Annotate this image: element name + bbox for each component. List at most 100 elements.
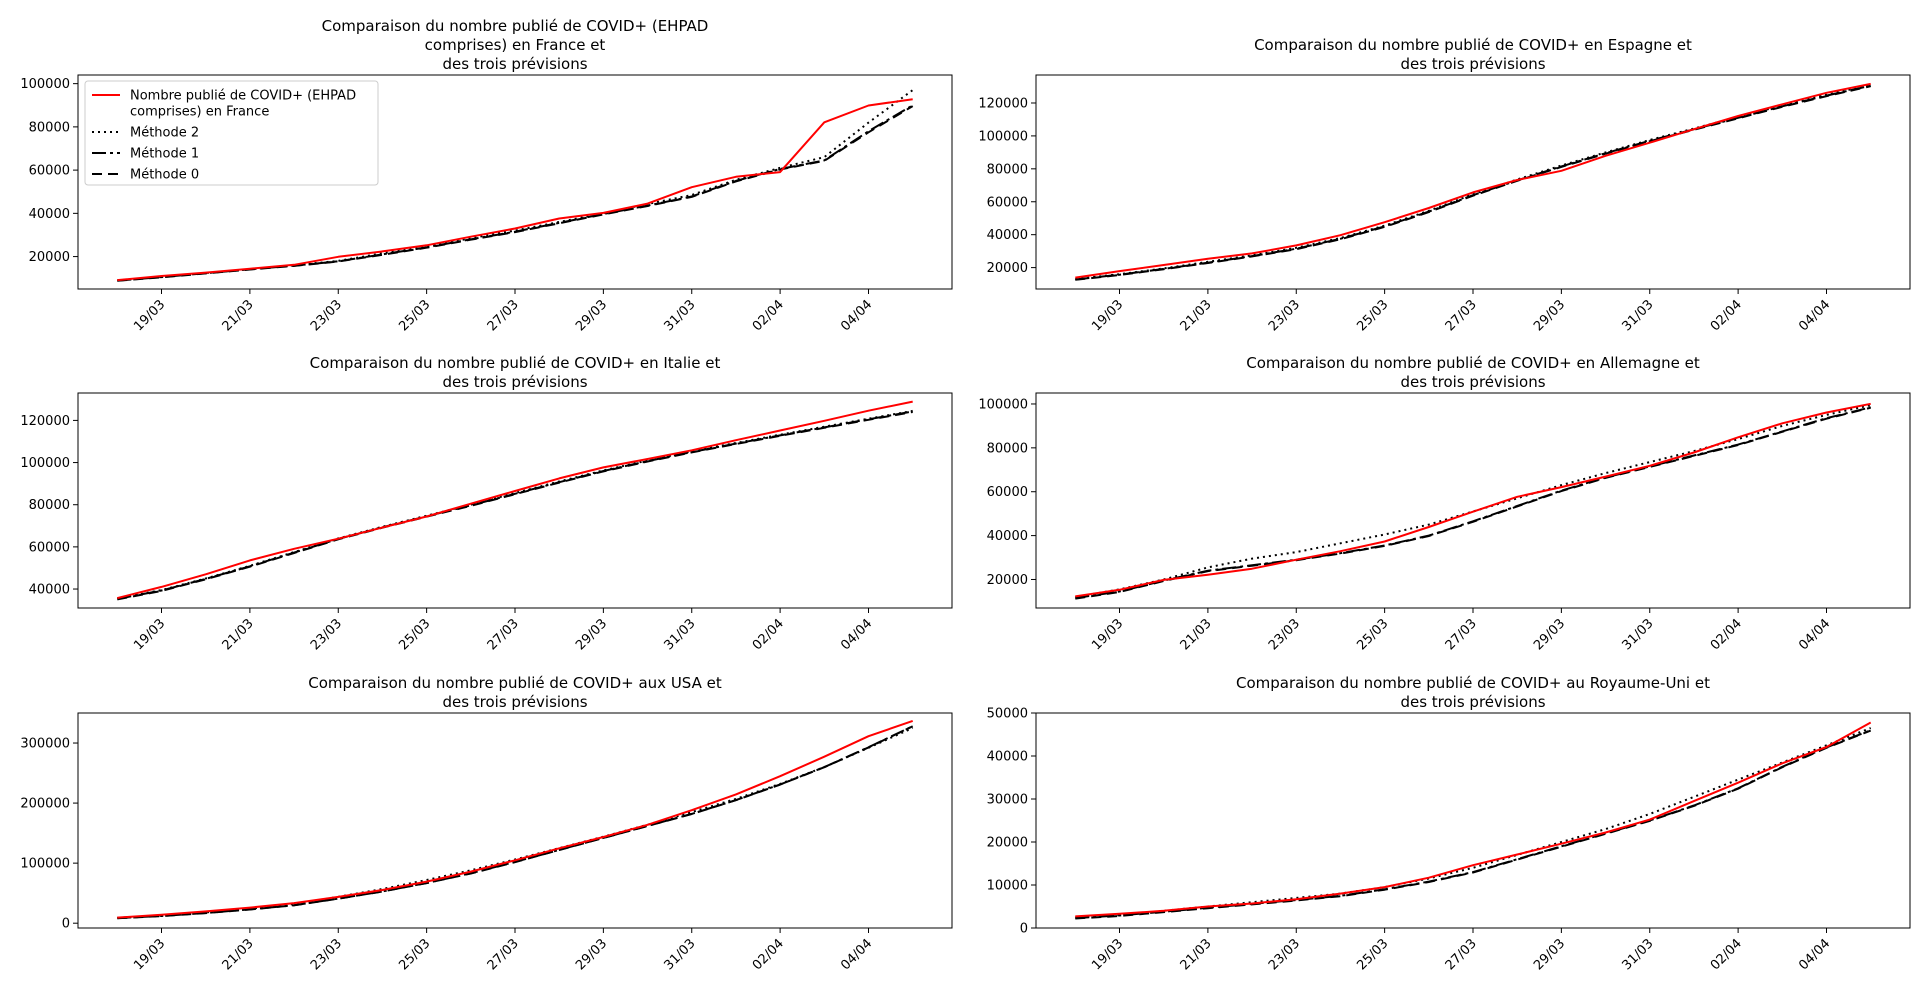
x-tick-label: 02/04 — [750, 936, 787, 973]
x-tick-label: 19/03 — [1089, 616, 1126, 653]
x-tick-label: 21/03 — [220, 936, 257, 973]
x-tick-label: 04/04 — [1796, 616, 1833, 653]
x-tick-label: 04/04 — [1796, 936, 1833, 973]
x-tick-label: 27/03 — [1443, 616, 1480, 653]
x-tick-label: 29/03 — [1531, 936, 1568, 973]
axes-frame — [77, 712, 953, 929]
y-tick-label: 80000 — [29, 498, 70, 513]
y-tick-label: 60000 — [29, 540, 70, 555]
x-tick-label: 31/03 — [661, 616, 698, 653]
series-line-m0 — [1075, 729, 1872, 920]
y-tick-label: 60000 — [987, 485, 1028, 500]
y-tick-label: 80000 — [29, 120, 70, 135]
x-tick-label: 19/03 — [131, 297, 168, 334]
legend: Nombre publié de COVID+ (EHPAD comprises)… — [84, 80, 379, 186]
series-line-m1 — [1075, 84, 1871, 281]
y-tick-label: 0 — [62, 917, 70, 932]
x-tick-label: 29/03 — [573, 297, 610, 334]
y-tick-label: 100000 — [20, 857, 70, 872]
x-tick-label: 02/04 — [1708, 616, 1745, 653]
chart-panel-1: Comparaison du nombre publié de COVID+ (… — [20, 17, 953, 334]
chart-panel-2: Comparaison du nombre publié de COVID+ e… — [978, 36, 1911, 334]
x-tick-label: 23/03 — [308, 936, 345, 973]
y-tick-label: 80000 — [987, 441, 1028, 456]
axes-frame — [1035, 712, 1911, 929]
y-tick-label: 100000 — [20, 77, 70, 92]
legend-label-m1: Méthode 1 — [130, 147, 199, 162]
x-tick-label: 31/03 — [661, 297, 698, 334]
y-tick-label: 50000 — [987, 707, 1028, 722]
x-tick-label: 21/03 — [220, 616, 257, 653]
y-tick-label: 20000 — [987, 261, 1028, 276]
series-line-m2 — [117, 409, 913, 600]
x-tick-label: 29/03 — [573, 936, 610, 973]
x-tick-label: 25/03 — [1354, 297, 1391, 334]
y-tick-label: 0 — [1020, 922, 1028, 937]
x-tick-label: 23/03 — [1266, 616, 1303, 653]
x-tick-label: 29/03 — [1531, 616, 1568, 653]
y-tick-label: 40000 — [29, 207, 70, 222]
y-tick-label: 100000 — [978, 129, 1028, 144]
legend-label-published: Nombre publié de COVID+ (EHPAD comprises)… — [130, 89, 356, 120]
chart-title: Comparaison du nombre publié de COVID+ a… — [1236, 674, 1710, 711]
x-tick-label: 27/03 — [1443, 297, 1480, 334]
x-tick-label: 25/03 — [1354, 936, 1391, 973]
chart-panel-3: Comparaison du nombre publié de COVID+ e… — [20, 354, 953, 653]
x-tick-label: 25/03 — [396, 616, 433, 653]
x-tick-label: 29/03 — [573, 616, 610, 653]
x-tick-label: 19/03 — [1089, 297, 1126, 334]
chart-title: Comparaison du nombre publié de COVID+ e… — [1254, 36, 1692, 73]
legend-label-m2: Méthode 2 — [130, 126, 199, 141]
chart-panel-6: Comparaison du nombre publié de COVID+ a… — [987, 674, 1911, 973]
y-tick-label: 40000 — [987, 228, 1028, 243]
x-tick-label: 27/03 — [485, 936, 522, 973]
x-tick-label: 23/03 — [1266, 297, 1303, 334]
series-line-published — [1075, 402, 1871, 598]
x-tick-label: 31/03 — [661, 936, 698, 973]
y-tick-label: 120000 — [978, 96, 1028, 111]
series-line-m2 — [1075, 83, 1871, 281]
y-tick-label: 100000 — [20, 456, 70, 471]
y-tick-label: 60000 — [987, 195, 1028, 210]
x-tick-label: 23/03 — [308, 297, 345, 334]
legend-box — [84, 80, 379, 186]
x-tick-label: 29/03 — [1531, 297, 1568, 334]
series-line-published — [117, 98, 913, 282]
y-tick-label: 300000 — [20, 737, 70, 752]
x-tick-label: 02/04 — [750, 616, 787, 653]
x-tick-label: 02/04 — [1708, 297, 1745, 334]
x-tick-label: 19/03 — [131, 616, 168, 653]
x-tick-label: 21/03 — [1178, 297, 1215, 334]
chart-panel-5: Comparaison du nombre publié de COVID+ a… — [20, 674, 953, 973]
series-line-m1 — [117, 725, 914, 920]
x-tick-label: 04/04 — [838, 616, 875, 653]
x-tick-label: 02/04 — [1708, 936, 1745, 973]
x-tick-label: 25/03 — [396, 297, 433, 334]
x-tick-label: 23/03 — [1266, 936, 1303, 973]
x-tick-label: 27/03 — [485, 616, 522, 653]
x-tick-label: 25/03 — [1354, 616, 1391, 653]
series-line-m1 — [117, 410, 913, 600]
chart-title: Comparaison du nombre publié de COVID+ e… — [310, 354, 721, 391]
series-line-published — [117, 719, 914, 919]
series-line-published — [1075, 82, 1871, 279]
series-line-m1 — [1075, 729, 1872, 920]
x-tick-label: 21/03 — [1178, 936, 1215, 973]
series-line-m1 — [1075, 406, 1871, 600]
y-tick-label: 20000 — [987, 836, 1028, 851]
x-tick-label: 19/03 — [131, 936, 168, 973]
x-tick-label: 27/03 — [485, 297, 522, 334]
x-tick-label: 04/04 — [1796, 297, 1833, 334]
y-tick-label: 200000 — [20, 797, 70, 812]
series-line-m2 — [1075, 727, 1872, 919]
chart-title: Comparaison du nombre publié de COVID+ e… — [1246, 354, 1700, 391]
axes-frame — [77, 392, 953, 609]
chart-title: Comparaison du nombre publié de COVID+ a… — [308, 674, 722, 711]
chart-title: Comparaison du nombre publié de COVID+ (… — [322, 17, 709, 73]
y-tick-label: 80000 — [987, 162, 1028, 177]
x-tick-label: 02/04 — [750, 297, 787, 334]
y-tick-label: 40000 — [29, 583, 70, 598]
y-tick-label: 20000 — [29, 250, 70, 265]
